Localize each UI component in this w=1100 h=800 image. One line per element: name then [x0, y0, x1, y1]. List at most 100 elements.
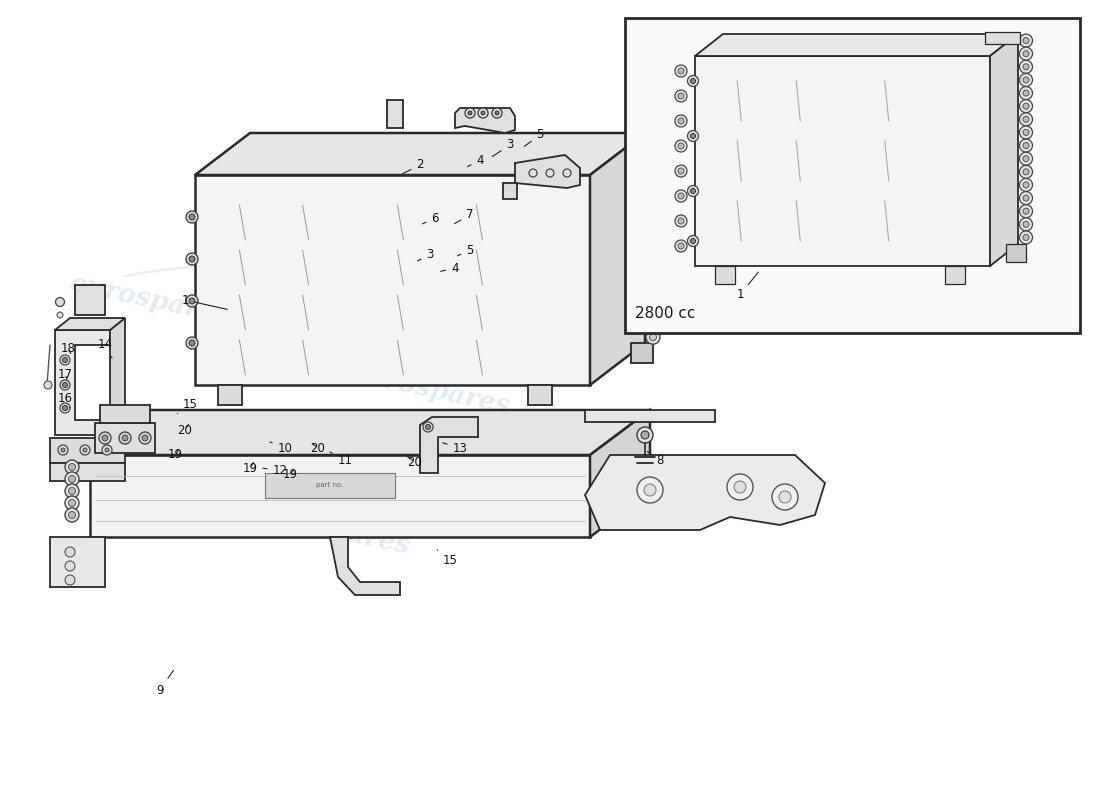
Circle shape	[637, 427, 653, 443]
Circle shape	[563, 169, 571, 177]
Circle shape	[649, 229, 657, 236]
Circle shape	[688, 130, 698, 142]
Circle shape	[675, 240, 688, 252]
Circle shape	[688, 186, 698, 197]
Text: 15: 15	[437, 550, 458, 566]
Circle shape	[649, 334, 657, 341]
Circle shape	[646, 132, 660, 146]
Circle shape	[189, 214, 195, 220]
Circle shape	[646, 155, 660, 169]
Circle shape	[104, 448, 109, 452]
Text: 8: 8	[647, 451, 663, 466]
Circle shape	[1020, 231, 1033, 244]
Circle shape	[646, 272, 660, 286]
Circle shape	[189, 340, 195, 346]
Bar	[218, 385, 242, 405]
Circle shape	[649, 275, 657, 282]
Circle shape	[546, 169, 554, 177]
Circle shape	[646, 167, 660, 181]
Polygon shape	[90, 410, 650, 455]
Text: 19: 19	[242, 462, 257, 474]
Text: 20: 20	[407, 455, 422, 469]
Circle shape	[646, 249, 660, 262]
Text: 5: 5	[458, 243, 474, 257]
Polygon shape	[515, 155, 580, 188]
Circle shape	[772, 484, 798, 510]
Text: 13: 13	[442, 442, 468, 454]
Circle shape	[80, 445, 90, 455]
Circle shape	[1023, 182, 1028, 188]
Text: 19: 19	[167, 449, 183, 462]
Bar	[75, 285, 104, 315]
Circle shape	[63, 382, 67, 387]
Circle shape	[102, 435, 108, 441]
Circle shape	[68, 511, 76, 518]
Circle shape	[68, 487, 76, 494]
Circle shape	[649, 158, 657, 166]
Circle shape	[727, 474, 754, 500]
Polygon shape	[590, 133, 645, 385]
Text: part no.: part no.	[317, 482, 343, 488]
Circle shape	[1023, 234, 1028, 241]
Text: eurospares: eurospares	[248, 501, 412, 559]
Bar	[631, 343, 653, 363]
Circle shape	[60, 380, 70, 390]
Circle shape	[1020, 126, 1033, 139]
Bar	[715, 266, 735, 284]
Circle shape	[649, 147, 657, 154]
Circle shape	[139, 432, 151, 444]
Text: 10: 10	[270, 442, 293, 454]
Circle shape	[1023, 50, 1028, 57]
Circle shape	[1020, 100, 1033, 113]
Circle shape	[646, 214, 660, 227]
Text: 1: 1	[736, 272, 758, 302]
Circle shape	[646, 225, 660, 239]
Text: 4: 4	[441, 262, 459, 274]
Polygon shape	[990, 34, 1018, 266]
Circle shape	[649, 206, 657, 212]
Circle shape	[529, 169, 537, 177]
Circle shape	[675, 165, 688, 177]
Circle shape	[1023, 156, 1028, 162]
Circle shape	[1020, 86, 1033, 99]
Text: 1: 1	[182, 294, 228, 310]
Circle shape	[646, 190, 660, 204]
Circle shape	[142, 435, 148, 441]
Circle shape	[426, 425, 430, 430]
Circle shape	[57, 312, 63, 318]
Circle shape	[678, 143, 684, 149]
Polygon shape	[695, 56, 990, 266]
Circle shape	[55, 298, 65, 306]
Circle shape	[649, 298, 657, 306]
Circle shape	[675, 215, 688, 227]
Text: 18: 18	[60, 342, 76, 354]
Circle shape	[468, 111, 472, 115]
Circle shape	[186, 337, 198, 349]
Circle shape	[186, 295, 198, 307]
Circle shape	[65, 460, 79, 474]
Circle shape	[1020, 152, 1033, 165]
Circle shape	[1020, 139, 1033, 152]
Bar	[984, 32, 1020, 44]
Circle shape	[678, 218, 684, 224]
Text: 17: 17	[57, 367, 73, 381]
Circle shape	[58, 445, 68, 455]
Circle shape	[186, 253, 198, 265]
Circle shape	[1020, 218, 1033, 231]
Circle shape	[65, 508, 79, 522]
Circle shape	[65, 472, 79, 486]
Circle shape	[678, 168, 684, 174]
Circle shape	[1020, 34, 1033, 47]
Circle shape	[691, 189, 695, 194]
Bar	[1006, 244, 1026, 262]
Circle shape	[675, 65, 688, 77]
Circle shape	[65, 561, 75, 571]
Circle shape	[65, 496, 79, 510]
Circle shape	[691, 238, 695, 243]
Circle shape	[646, 237, 660, 251]
Circle shape	[678, 243, 684, 249]
Bar	[50, 537, 104, 587]
Bar	[50, 463, 125, 481]
Circle shape	[649, 170, 657, 178]
Circle shape	[649, 310, 657, 318]
